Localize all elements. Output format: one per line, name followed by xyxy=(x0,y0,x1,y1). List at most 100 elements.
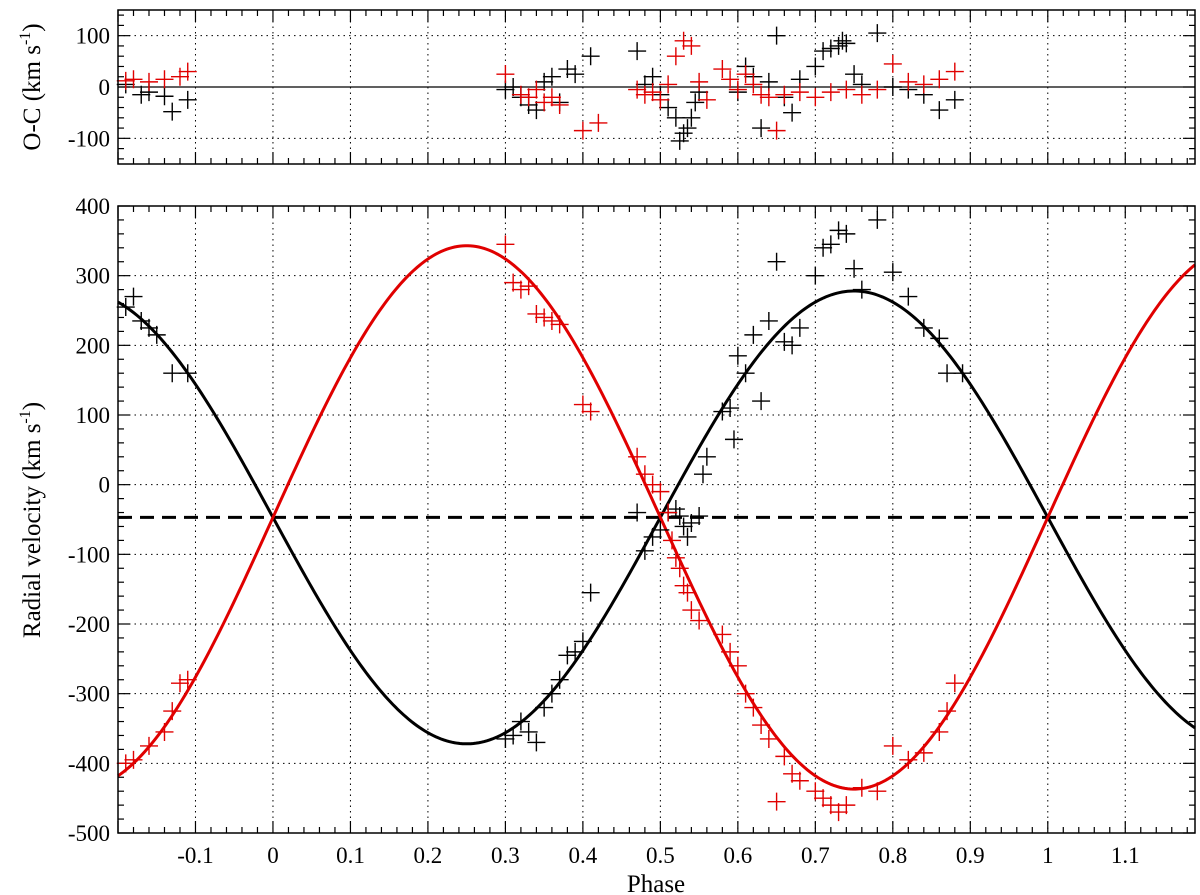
residuals-primary-data-point xyxy=(527,101,546,120)
rv-plot-frame xyxy=(117,205,1196,834)
rv-primary-data-point xyxy=(899,287,918,306)
residuals-secondary-data-point xyxy=(651,90,670,109)
residuals-primary-data-point xyxy=(496,80,515,99)
rv-x-tick-label: 0.4 xyxy=(569,843,598,868)
rv-primary-data-point xyxy=(635,541,654,560)
rv-secondary-data-point xyxy=(814,789,833,808)
residuals-primary-data-point xyxy=(930,101,949,120)
rv-primary-data-point xyxy=(496,729,515,748)
rv-secondary-data-point xyxy=(899,750,918,769)
residuals-primary-data-point xyxy=(783,103,802,122)
residuals-primary-data-point xyxy=(666,108,685,127)
residuals-primary-data-point xyxy=(767,26,786,45)
residuals-primary-data-point xyxy=(674,124,693,143)
rv-primary-data-point xyxy=(666,500,685,519)
rv-y-tick-label: -500 xyxy=(68,821,110,846)
residuals-secondary-data-point xyxy=(883,54,902,73)
rv-primary-data-point xyxy=(163,364,182,383)
rv-primary-data-point xyxy=(116,298,135,317)
rv-secondary-data-point xyxy=(124,750,143,769)
rv-primary-data-point xyxy=(519,722,538,741)
residuals-secondary-data-point xyxy=(806,88,825,107)
rv-secondary-data-point xyxy=(752,716,771,735)
residuals-primary-data-point xyxy=(163,102,182,121)
rv-primary-data-point xyxy=(542,684,561,703)
rv-primary-data-point xyxy=(651,520,670,539)
rv-primary-data-point xyxy=(566,642,585,661)
residuals-secondary-data-point xyxy=(852,85,871,104)
residuals-primary-data-point xyxy=(845,65,864,84)
rv-secondary-data-point xyxy=(670,559,689,578)
rv-secondary-data-point xyxy=(767,792,786,811)
rv-primary-data-point xyxy=(178,364,197,383)
rv-primary-data-point xyxy=(713,402,732,421)
rv-secondary-data-point xyxy=(155,722,174,741)
rv-x-tick-label: 0.8 xyxy=(878,843,907,868)
rv-secondary-data-point xyxy=(852,778,871,797)
residuals-secondary-data-point xyxy=(116,71,135,90)
residuals-secondary-data-point xyxy=(868,80,887,99)
rv-secondary-data-point xyxy=(550,315,569,334)
rv-secondary-data-point xyxy=(744,698,763,717)
rv-x-tick-label: 0.3 xyxy=(491,843,520,868)
rv-primary-data-point xyxy=(558,646,577,665)
rv-secondary-data-point xyxy=(511,280,530,299)
residuals-secondary-data-point xyxy=(914,75,933,94)
rv-secondary-data-point xyxy=(662,531,681,550)
rv-secondary-data-point xyxy=(821,796,840,815)
rv-primary-data-point xyxy=(581,583,600,602)
rv-primary-data-point xyxy=(938,364,957,383)
rv-y-tick-label: -100 xyxy=(68,542,110,567)
rv-x-tick-label: 0.2 xyxy=(414,843,443,868)
residuals-primary-data-point xyxy=(535,72,554,91)
residuals-secondary-data-point xyxy=(930,70,949,89)
residuals-primary-data-point xyxy=(833,31,852,50)
rv-primary-data-point xyxy=(573,632,592,651)
rv-secondary-data-point xyxy=(736,684,755,703)
rv-y-tick-label: -200 xyxy=(68,612,110,637)
residuals-y-label-close: ) xyxy=(19,23,46,31)
rv-x-tick-label: 0 xyxy=(267,843,279,868)
rv-primary-data-point xyxy=(132,311,151,330)
residuals-primary-data-point xyxy=(581,47,600,66)
residuals-y-tick-label: 0 xyxy=(99,75,111,100)
rv-primary-data-point xyxy=(814,238,833,257)
residuals-primary-data-point xyxy=(837,34,856,53)
residuals-secondary-data-point xyxy=(697,90,716,109)
rv-secondary-data-point xyxy=(573,395,592,414)
residuals-primary-data-point xyxy=(682,108,701,127)
rv-secondary-data-point xyxy=(678,583,697,602)
rv-secondary-data-point xyxy=(945,674,964,693)
rv-secondary-data-point xyxy=(628,447,647,466)
rv-y-tick-label: 100 xyxy=(76,403,111,428)
rv-secondary-data-point xyxy=(635,465,654,484)
residuals-secondary-data-point xyxy=(635,85,654,104)
residuals-primary-data-point xyxy=(558,60,577,79)
residuals-primary-data-point xyxy=(670,131,689,150)
rv-secondary-data-point xyxy=(139,736,158,755)
residuals-y-label-main: O-C (km s xyxy=(19,45,46,151)
rv-secondary-data-point xyxy=(721,642,740,661)
rv-secondary-data-point xyxy=(519,277,538,296)
rv-x-tick-label: 0.9 xyxy=(956,843,985,868)
rv-secondary-data-point xyxy=(883,736,902,755)
residuals-secondary-data-point xyxy=(752,85,771,104)
residuals-primary-data-point xyxy=(868,24,887,43)
residuals-secondary-data-point xyxy=(542,88,561,107)
rv-x-tick-label: -0.1 xyxy=(177,843,213,868)
residuals-secondary-data-point xyxy=(682,36,701,55)
radial-velocity-panel: -500 -400 -300 -200 -100 0 100 200 300 400 -0.1 0 0.… xyxy=(68,194,1196,868)
residuals-secondary-data-point xyxy=(496,65,515,84)
rv-secondary-data-point xyxy=(713,625,732,644)
rv-primary-data-point xyxy=(139,318,158,337)
rv-secondary-data-point xyxy=(682,601,701,620)
residuals-secondary-data-point xyxy=(821,83,840,102)
rv-primary-data-point xyxy=(124,287,143,306)
rv-secondary-data-point xyxy=(914,743,933,762)
residuals-y-tick-label: 100 xyxy=(76,24,111,49)
rv-primary-data-point xyxy=(724,430,743,449)
residuals-secondary-data-point xyxy=(535,93,554,112)
residuals-primary-data-point xyxy=(566,65,585,84)
rv-primary-data-point xyxy=(527,733,546,752)
